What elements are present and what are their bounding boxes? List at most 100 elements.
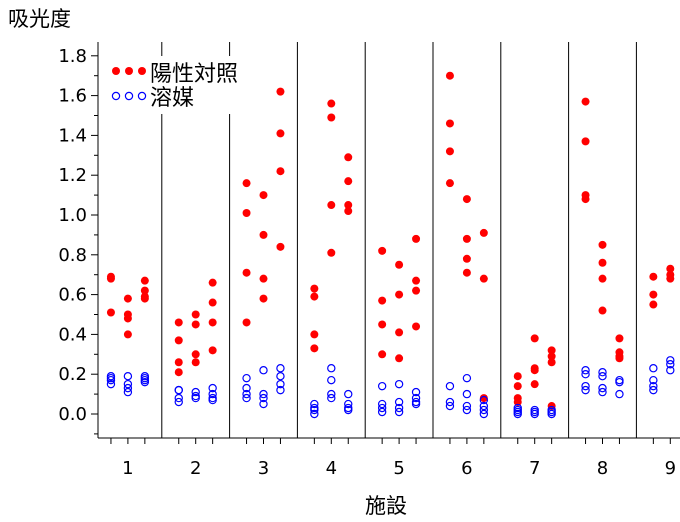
positive-control-point bbox=[445, 119, 454, 128]
vehicle-point bbox=[377, 399, 387, 409]
vehicle-point bbox=[598, 387, 607, 397]
vehicle-point bbox=[191, 393, 200, 403]
x-tick-label: 7 bbox=[529, 458, 540, 479]
vehicle-point bbox=[123, 387, 133, 397]
positive-control-point bbox=[581, 195, 590, 204]
positive-control-point bbox=[208, 278, 217, 287]
vehicle-point bbox=[242, 393, 251, 403]
positive-control-point bbox=[344, 207, 353, 216]
x-tick-label: 8 bbox=[597, 458, 608, 479]
plot-area bbox=[97, 42, 680, 439]
positive-control-point bbox=[412, 322, 421, 331]
positive-control-point bbox=[191, 358, 200, 367]
positive-control-point bbox=[530, 380, 539, 389]
y-tick-label: 0.4 bbox=[58, 324, 87, 345]
y-tick-label: 1.0 bbox=[58, 205, 87, 226]
positive-control-point bbox=[395, 260, 404, 269]
vehicle-point bbox=[344, 405, 353, 415]
positive-control-point bbox=[191, 320, 200, 329]
vehicle-point bbox=[377, 403, 387, 413]
vehicle-point bbox=[394, 379, 404, 389]
x-tick-label: 9 bbox=[665, 458, 676, 479]
vehicle-point bbox=[174, 397, 183, 407]
positive-control-point bbox=[276, 242, 285, 251]
vehicle-point bbox=[123, 379, 133, 389]
positive-control-point bbox=[242, 318, 251, 327]
positive-control-point bbox=[445, 179, 454, 188]
vehicle-point bbox=[445, 381, 455, 391]
positive-control-point bbox=[208, 346, 217, 355]
data-points bbox=[106, 71, 675, 419]
x-tick-label: 1 bbox=[122, 458, 133, 479]
positive-control-point bbox=[581, 97, 590, 106]
y-tick-label: 1.6 bbox=[58, 86, 87, 107]
legend-markers bbox=[111, 67, 147, 101]
positive-control-point bbox=[327, 113, 336, 122]
vehicle-point bbox=[208, 383, 217, 393]
vehicle-point bbox=[208, 389, 217, 399]
y-axis-title: 吸光度 bbox=[8, 7, 71, 31]
y-tick-label: 1.4 bbox=[58, 125, 87, 146]
vehicle-point bbox=[411, 387, 421, 397]
vehicle-point bbox=[191, 387, 200, 397]
vehicle-point bbox=[327, 375, 336, 385]
positive-control-point bbox=[479, 274, 488, 283]
vehicle-point bbox=[344, 389, 353, 399]
vehicle-point bbox=[615, 389, 624, 399]
positive-control-point bbox=[530, 334, 539, 343]
positive-control-point bbox=[412, 276, 421, 285]
positive-control-point bbox=[259, 274, 268, 283]
y-tick-label: 1.2 bbox=[58, 165, 87, 186]
positive-control-point bbox=[530, 366, 539, 375]
positive-control-point bbox=[174, 318, 183, 327]
positive-control-point bbox=[259, 191, 268, 200]
legend-marker-positive-control bbox=[112, 67, 120, 75]
positive-control-point bbox=[310, 344, 319, 353]
vehicle-point bbox=[649, 381, 658, 391]
vehicle-point bbox=[581, 370, 590, 379]
vehicle-point bbox=[310, 399, 319, 409]
vehicle-point bbox=[479, 405, 489, 415]
positive-control-point bbox=[649, 272, 658, 281]
positive-control-point bbox=[140, 286, 149, 295]
positive-control-point bbox=[666, 264, 675, 273]
legend-marker-positive-control bbox=[138, 67, 146, 75]
positive-control-point bbox=[106, 274, 115, 283]
vehicle-point bbox=[276, 364, 285, 373]
vehicle-point bbox=[242, 373, 251, 383]
vehicle-point bbox=[445, 401, 455, 411]
positive-control-point bbox=[378, 320, 387, 329]
positive-control-point bbox=[395, 328, 404, 337]
positive-control-point bbox=[395, 290, 404, 299]
vehicle-point bbox=[174, 385, 183, 395]
vehicle-point bbox=[208, 395, 217, 405]
positive-control-point bbox=[310, 292, 319, 301]
vehicle-point bbox=[344, 399, 353, 409]
positive-control-point bbox=[208, 298, 217, 307]
positive-control-point bbox=[462, 234, 471, 243]
x-axis: 1 2 3 4 5 6 7 8 9 bbox=[110, 438, 676, 479]
vehicle-point bbox=[259, 399, 268, 409]
x-tick-label: 5 bbox=[393, 458, 404, 479]
positive-control-point bbox=[479, 228, 488, 237]
vehicle-point bbox=[598, 383, 607, 393]
positive-control-point bbox=[242, 179, 251, 188]
positive-control-point bbox=[276, 167, 285, 176]
vehicle-point bbox=[327, 389, 336, 399]
vehicle-point bbox=[394, 397, 404, 407]
positive-control-point bbox=[547, 358, 556, 367]
positive-control-point bbox=[462, 254, 471, 263]
vehicle-point bbox=[123, 383, 133, 393]
y-axis: 0.0 0.2 0.4 0.6 0.8 1.0 1.2 1.4 1.6 1.8 bbox=[58, 46, 98, 435]
positive-control-point bbox=[598, 306, 607, 315]
positive-control-point bbox=[174, 368, 183, 377]
vehicle-point bbox=[479, 409, 489, 419]
positive-control-point bbox=[276, 87, 285, 96]
legend-marker-vehicle bbox=[124, 91, 134, 101]
vehicle-point bbox=[276, 379, 285, 389]
vehicle-point bbox=[445, 397, 455, 407]
positive-control-point bbox=[378, 296, 387, 305]
positive-control-point bbox=[615, 334, 624, 343]
x-tick-label: 3 bbox=[258, 458, 269, 479]
